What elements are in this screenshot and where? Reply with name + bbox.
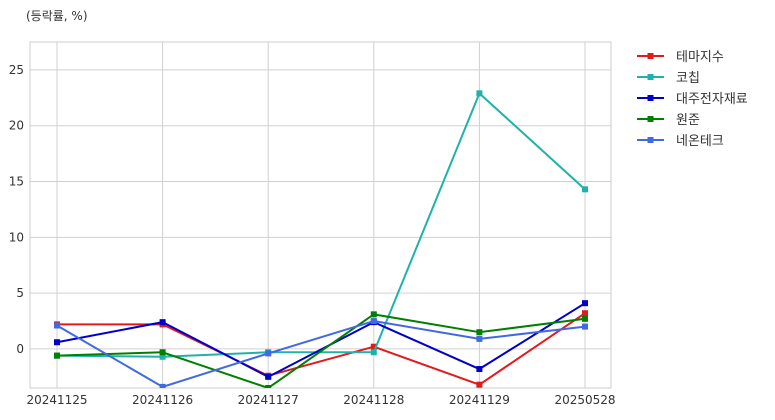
data-point-marker	[370, 349, 377, 356]
data-point-marker	[476, 335, 483, 342]
series-line	[56, 313, 586, 388]
x-axis-ticks: 20241125 20241126 20241127 20241128 20241129…	[26, 393, 615, 407]
data-point-marker	[54, 322, 60, 329]
legend-marker	[647, 116, 654, 122]
data-point-marker	[582, 186, 588, 193]
data-point-marker	[582, 310, 588, 317]
data-point-marker	[476, 90, 483, 97]
data-point-marker	[476, 366, 483, 373]
x-tick-label: 20241129	[449, 393, 510, 407]
data-point-marker	[370, 318, 377, 325]
plot-frame	[29, 41, 612, 389]
legend-label: 테마지수	[676, 50, 724, 65]
y-axis-unit-label: (등락률, %)	[26, 9, 88, 23]
x-tick-label: 20250528	[554, 393, 615, 407]
legend-label: 코칩	[676, 71, 700, 86]
legend-marker	[647, 74, 654, 80]
data-point-marker	[265, 385, 272, 388]
legend-label: 원준	[676, 113, 700, 128]
y-tick-label: 5	[16, 286, 24, 300]
data-point-marker	[265, 373, 272, 380]
y-axis-ticks: 0 5 10 15 20 25	[9, 63, 24, 356]
legend-marker	[647, 95, 654, 101]
data-point-marker	[159, 319, 166, 326]
series-line	[56, 302, 586, 378]
y-tick-label: 15	[9, 175, 24, 189]
legend-marker	[647, 53, 654, 59]
data-point-marker	[370, 343, 377, 350]
x-tick-label: 20241127	[238, 393, 299, 407]
data-point-marker	[476, 381, 483, 388]
y-tick-label: 20	[9, 119, 24, 133]
data-point-marker	[265, 350, 272, 357]
data-point-marker	[582, 323, 588, 330]
grid	[30, 42, 611, 388]
data-point-marker	[476, 329, 483, 336]
x-tick-label: 20241126	[132, 393, 193, 407]
y-tick-label: 25	[9, 63, 24, 77]
x-tick-label: 20241125	[26, 393, 87, 407]
x-tick-label: 20241128	[343, 393, 404, 407]
series-line	[56, 320, 586, 388]
data-point-marker	[582, 315, 588, 322]
legend-label: 대주전자재료	[676, 92, 748, 107]
data-point-marker	[582, 300, 588, 307]
legend-label: 네온테크	[676, 134, 724, 149]
data-point-marker	[159, 353, 166, 360]
data-point-marker	[54, 352, 60, 359]
data-point-marker	[159, 349, 166, 356]
data-point-marker	[370, 311, 377, 318]
y-tick-label: 0	[16, 342, 24, 356]
data-point-marker	[159, 383, 166, 388]
data-point-marker	[54, 339, 60, 346]
series-lines	[54, 90, 588, 388]
legend-marker	[647, 137, 654, 143]
series-line	[57, 312, 586, 386]
y-tick-label: 10	[9, 230, 24, 244]
